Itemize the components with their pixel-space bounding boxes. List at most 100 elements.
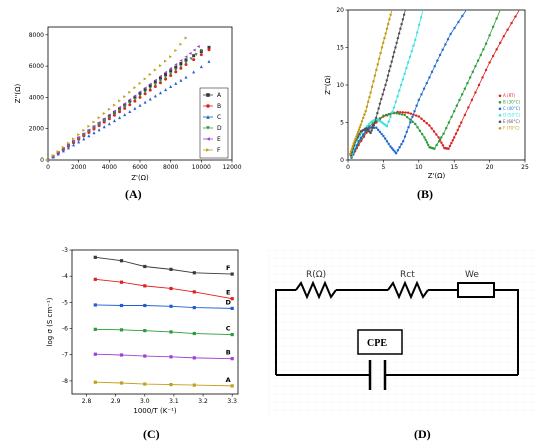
data-point: [402, 13, 406, 16]
data-point: [510, 21, 513, 25]
legend-marker: [498, 120, 502, 124]
data-point: [143, 303, 147, 308]
x-tick-label: 0: [46, 164, 50, 171]
legend-label: A (RT): [503, 93, 516, 98]
data-point: [380, 132, 383, 136]
data-point: [453, 26, 456, 30]
data-point: [414, 114, 418, 117]
data-point: [82, 128, 86, 132]
data-point: [422, 87, 426, 90]
data-point: [417, 115, 420, 118]
data-point: [97, 116, 101, 120]
series-B: [93, 352, 234, 361]
data-point: [358, 132, 361, 136]
data-point: [371, 126, 374, 129]
data-point: [382, 114, 385, 117]
data-point: [406, 61, 410, 64]
data-point: [396, 149, 400, 152]
data-point: [72, 139, 76, 143]
data-point: [388, 69, 391, 73]
data-point: [97, 128, 101, 132]
data-point: [373, 74, 377, 77]
data-point: [389, 13, 392, 16]
data-point: [138, 90, 142, 94]
data-point: [207, 45, 211, 49]
data-point: [169, 55, 173, 59]
data-point: [364, 110, 367, 113]
legend-marker: [498, 94, 502, 98]
series-line: [95, 304, 233, 309]
data-point: [355, 135, 358, 138]
data-point: [412, 44, 415, 47]
data-point: [123, 105, 127, 109]
data-point: [382, 88, 386, 91]
data-point: [138, 95, 142, 99]
legend-label-B: B: [217, 103, 221, 110]
data-point: [148, 87, 152, 91]
series-C (40°C): [350, 10, 467, 159]
data-point: [440, 136, 443, 139]
data-point: [373, 121, 377, 124]
data-point: [393, 150, 396, 153]
data-point: [477, 83, 481, 87]
data-point: [169, 330, 173, 334]
y-tick-label: 8000: [29, 32, 44, 39]
x-tick-label: 0: [346, 164, 350, 171]
data-point: [380, 97, 383, 101]
y-tick-label: 2000: [29, 126, 44, 133]
y-tick-label: -8: [62, 378, 68, 385]
label-cpe: CPE: [367, 338, 387, 349]
data-point: [92, 126, 96, 130]
data-point: [474, 65, 477, 68]
x-tick-label: 25: [521, 164, 529, 171]
data-point: [164, 88, 168, 92]
data-point: [153, 78, 157, 82]
data-point: [420, 117, 423, 120]
legend-label-C: C: [217, 114, 221, 121]
data-point: [448, 144, 452, 148]
data-point: [356, 133, 359, 136]
data-point: [169, 74, 173, 78]
legend-marker: [206, 104, 210, 108]
data-point: [435, 133, 438, 136]
data-point: [169, 355, 173, 359]
series-F: [93, 255, 234, 276]
data-point: [426, 143, 430, 147]
data-point: [174, 65, 178, 69]
data-point: [422, 119, 426, 123]
series-label-C: C: [226, 325, 231, 333]
data-point: [424, 138, 427, 142]
data-point: [174, 68, 178, 72]
data-point: [406, 111, 410, 114]
data-point: [389, 145, 392, 148]
data-point: [357, 128, 361, 131]
data-point: [413, 110, 416, 113]
data-point: [123, 113, 127, 117]
data-point: [169, 69, 173, 73]
data-point: [123, 106, 127, 110]
data-point: [77, 133, 81, 137]
data-point: [87, 128, 91, 132]
data-point: [437, 136, 440, 139]
data-point: [411, 115, 414, 119]
data-point: [199, 48, 203, 52]
data-point: [411, 120, 414, 123]
data-point: [399, 27, 402, 30]
data-point: [143, 92, 147, 96]
data-point: [376, 111, 379, 115]
data-point: [92, 120, 96, 124]
y-axis-label: Z''(Ω): [324, 75, 332, 95]
data-point: [354, 137, 357, 141]
data-point: [463, 113, 467, 117]
data-point: [174, 48, 178, 52]
data-point: [119, 303, 124, 308]
series-line: [95, 256, 233, 275]
data-point: [460, 121, 463, 124]
data-point: [450, 141, 453, 145]
data-point: [396, 36, 400, 40]
data-point: [207, 48, 211, 52]
data-point: [374, 116, 378, 120]
data-point: [194, 53, 198, 57]
data-point: [369, 131, 372, 135]
caption-c: (C): [143, 427, 160, 441]
